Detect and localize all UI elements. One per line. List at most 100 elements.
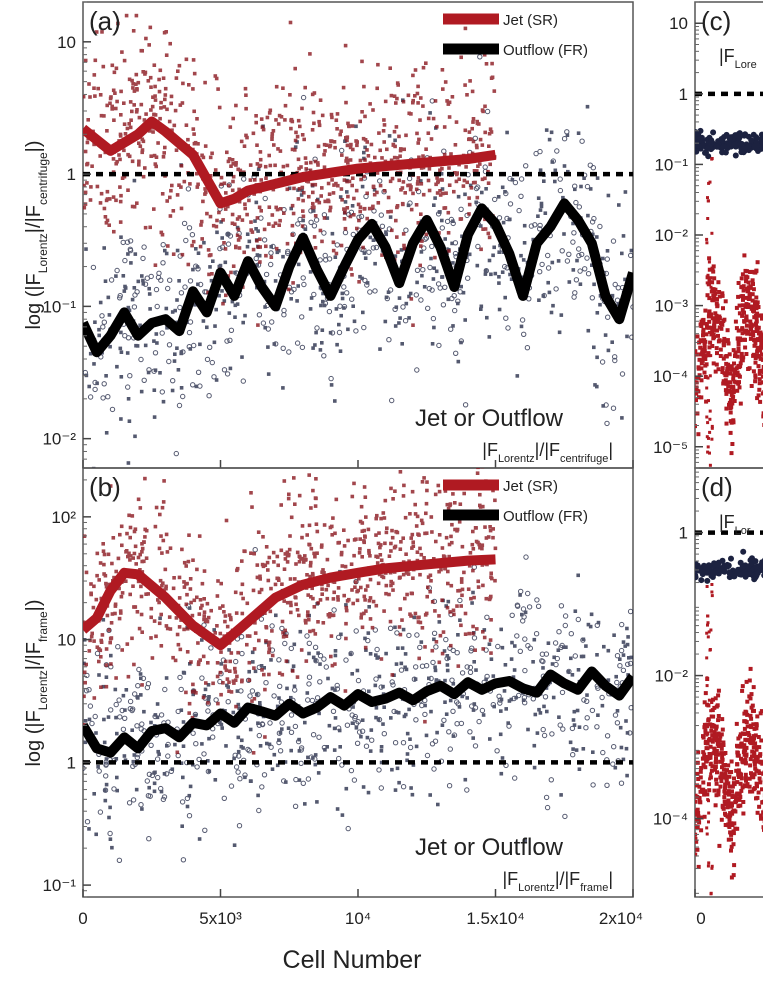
jet-point xyxy=(187,533,191,537)
jet-point xyxy=(716,280,721,285)
jet-point xyxy=(736,349,741,354)
jet-point xyxy=(724,373,729,378)
jet-point xyxy=(433,255,437,260)
outflow-point xyxy=(533,631,540,637)
outflow-point xyxy=(152,789,157,794)
outflow-point xyxy=(207,344,213,350)
jet-point xyxy=(249,220,253,224)
jet-point xyxy=(309,546,314,551)
outflow-point xyxy=(245,746,251,753)
jet-point xyxy=(318,98,323,102)
jet-point xyxy=(706,445,710,449)
jet-point xyxy=(711,293,716,298)
jet-point xyxy=(157,89,162,94)
jet-point xyxy=(344,136,348,140)
jet-point xyxy=(755,396,760,401)
jet-point xyxy=(361,136,366,141)
jet-point xyxy=(354,580,358,584)
jet-point xyxy=(221,301,225,306)
outflow-point xyxy=(311,291,317,298)
outflow-point xyxy=(415,188,422,195)
outflow-point xyxy=(566,169,570,174)
jet-point xyxy=(131,556,135,560)
jet-point xyxy=(289,610,293,615)
outflow-point xyxy=(403,665,407,670)
outflow-point xyxy=(596,620,601,625)
outflow-point xyxy=(578,282,583,286)
outflow-point xyxy=(211,259,215,263)
jet-point xyxy=(748,332,753,337)
jet-point xyxy=(249,551,253,555)
outflow-point xyxy=(191,692,195,697)
outflow-point xyxy=(585,693,589,697)
jet-point xyxy=(478,162,482,166)
jet-point xyxy=(398,607,403,611)
jet-point xyxy=(290,223,295,228)
jet-point xyxy=(259,117,264,121)
jet-point xyxy=(128,100,133,104)
jet-point xyxy=(137,626,142,631)
outflow-point xyxy=(316,651,320,655)
jet-point xyxy=(398,632,403,637)
outflow-point xyxy=(217,264,222,269)
outflow-point xyxy=(467,252,472,257)
outflow-point xyxy=(600,703,605,708)
jet-point xyxy=(712,736,717,741)
jet-point xyxy=(752,338,757,342)
jet-point xyxy=(306,593,310,597)
jet-point xyxy=(370,206,375,210)
jet-point xyxy=(312,605,317,609)
jet-point xyxy=(342,178,347,182)
jet-point xyxy=(753,379,758,384)
jet-point xyxy=(711,332,716,337)
jet-point xyxy=(355,226,359,231)
outflow-point xyxy=(334,307,339,311)
jet-point xyxy=(269,586,273,591)
outflow-point xyxy=(361,785,366,789)
jet-point xyxy=(729,385,734,389)
outflow-point xyxy=(472,702,477,706)
jet-point xyxy=(293,148,297,152)
outflow-point xyxy=(295,299,299,303)
jet-point xyxy=(191,682,195,687)
outflow-point xyxy=(253,219,257,223)
outflow-point xyxy=(396,646,400,650)
jet-point xyxy=(708,417,712,421)
outflow-point xyxy=(530,696,536,702)
outflow-point xyxy=(710,570,717,576)
jet-point xyxy=(85,162,89,167)
outflow-point xyxy=(450,220,456,227)
outflow-point xyxy=(320,328,325,332)
jet-point xyxy=(707,436,710,440)
jet-point xyxy=(413,463,417,467)
outflow-point xyxy=(617,203,621,207)
jet-point xyxy=(749,692,754,697)
outflow-point xyxy=(160,242,166,248)
jet-point xyxy=(267,153,271,158)
outflow-point xyxy=(182,671,187,675)
outflow-point xyxy=(196,251,201,255)
jet-point xyxy=(230,212,235,217)
outflow-point xyxy=(98,300,103,305)
jet-point xyxy=(371,599,376,604)
jet-point xyxy=(745,699,750,704)
jet-point xyxy=(708,744,713,749)
jet-point xyxy=(342,544,347,548)
jet-point xyxy=(418,263,422,268)
jet-point xyxy=(493,578,497,583)
outflow-point xyxy=(523,839,527,843)
outflow-point xyxy=(166,342,173,348)
outflow-point xyxy=(360,184,365,189)
jet-point xyxy=(83,58,88,63)
jet-point xyxy=(244,93,248,97)
jet-point xyxy=(701,317,706,322)
jet-point xyxy=(174,616,179,620)
jet-point xyxy=(709,332,714,337)
outflow-point xyxy=(581,747,586,751)
outflow-point xyxy=(509,277,514,281)
outflow-point xyxy=(485,315,489,320)
outflow-point xyxy=(143,343,148,348)
plot-area xyxy=(83,13,633,468)
jet-point xyxy=(115,159,119,164)
